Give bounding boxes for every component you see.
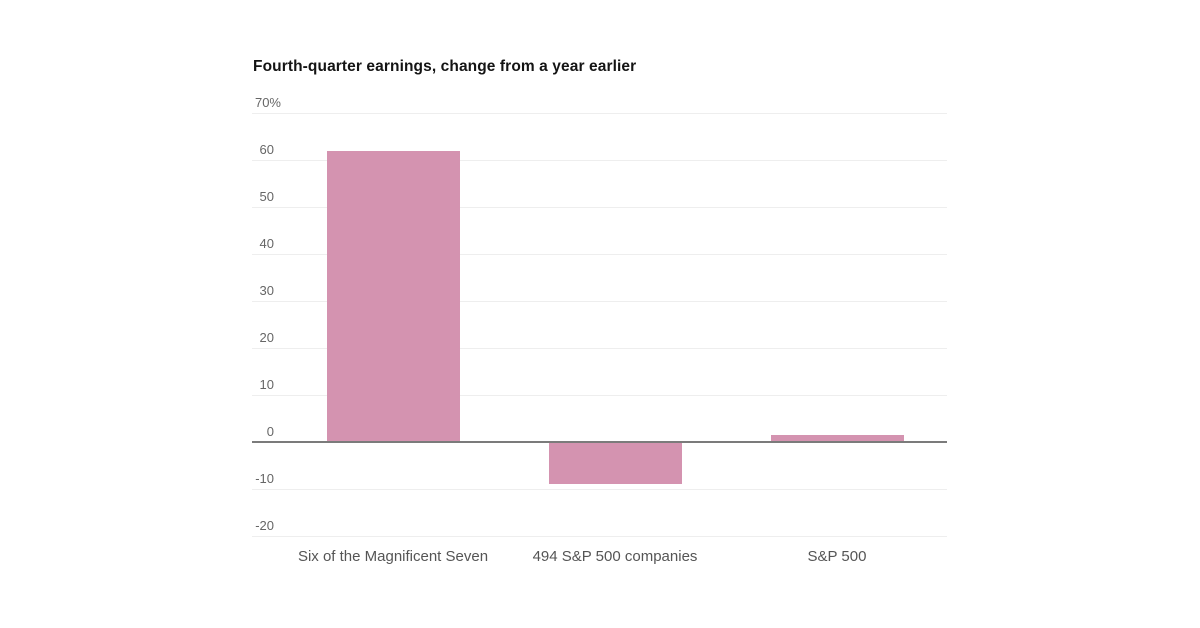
gridline: [252, 254, 947, 255]
y-tick-label: 50: [259, 189, 274, 204]
y-tick-label: 70%: [254, 95, 281, 110]
bar-3: [770, 434, 904, 442]
gridline: [252, 348, 947, 349]
gridline: [252, 160, 947, 161]
gridline: [252, 301, 947, 302]
gridline: [252, 113, 947, 114]
gridline: [252, 207, 947, 208]
gridline: [252, 395, 947, 396]
bar-2: [548, 442, 682, 485]
chart-title: Fourth-quarter earnings, change from a y…: [253, 58, 637, 75]
x-category-label: 494 S&P 500 companies: [532, 548, 698, 565]
y-tick-label: 40: [259, 236, 274, 251]
y-tick-label: 20: [259, 330, 274, 345]
gridline: [252, 489, 947, 490]
x-category-label: S&P 500: [807, 548, 867, 565]
zero-baseline: [252, 441, 947, 443]
y-tick-label: 0: [266, 424, 274, 439]
bar-1: [326, 150, 460, 442]
y-tick-label: 10: [259, 377, 274, 392]
gridline: [252, 536, 947, 537]
y-tick-label: 30: [259, 283, 274, 298]
y-tick-label: 60: [259, 142, 274, 157]
x-category-label: Six of the Magnificent Seven: [297, 548, 489, 565]
y-tick-label: -10: [255, 471, 274, 486]
y-tick-label: -20: [255, 518, 274, 533]
